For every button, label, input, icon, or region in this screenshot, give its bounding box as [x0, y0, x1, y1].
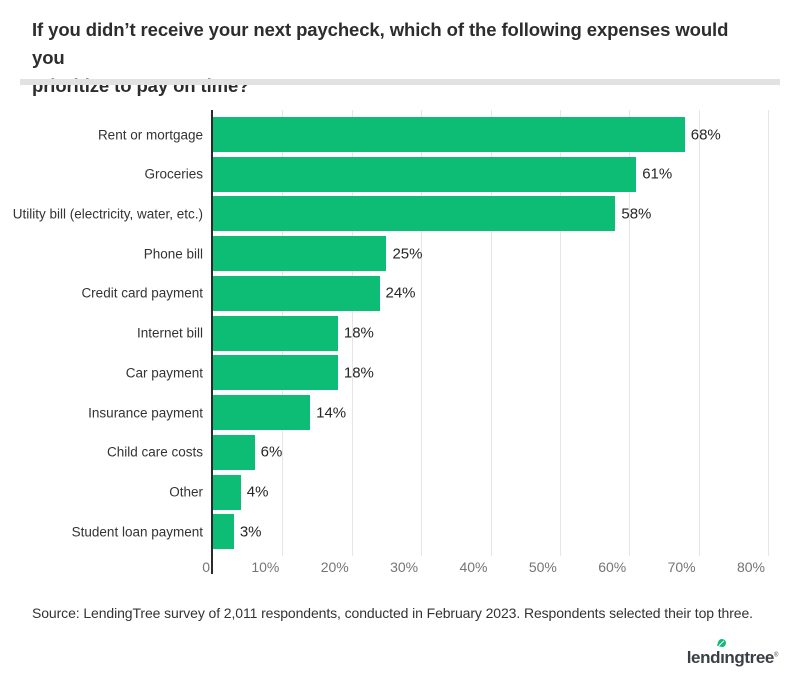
category-label: Credit card payment — [81, 285, 203, 301]
chart-title: If you didn’t receive your next paycheck… — [32, 16, 752, 100]
bar — [213, 117, 685, 152]
category-label: Rent or mortgage — [97, 127, 203, 142]
value-label: 25% — [392, 245, 423, 263]
logo-text-part1: lend — [686, 648, 721, 667]
source-note: Source: LendingTree survey of 2,011 resp… — [32, 605, 753, 621]
category-label: Car payment — [125, 365, 203, 381]
registered-trademark-symbol: ® — [773, 652, 778, 659]
value-label: 14% — [316, 404, 347, 422]
gridline — [559, 110, 561, 556]
bar — [213, 474, 241, 510]
x-axis-tick-label: 20% — [320, 559, 349, 575]
category-label: Insurance payment — [88, 405, 203, 421]
bar — [213, 196, 616, 232]
logo-letter-i: ı — [717, 637, 728, 668]
leaf-icon — [717, 637, 728, 649]
logo-text-part2: ngtree — [724, 648, 774, 667]
bar — [213, 395, 311, 431]
value-label: 4% — [246, 483, 269, 501]
value-label: 58% — [621, 205, 652, 223]
bar — [213, 514, 234, 550]
value-label: 18% — [343, 324, 374, 342]
x-axis-tick-label: 10% — [251, 559, 280, 575]
title-divider — [20, 79, 780, 85]
gridline — [629, 110, 631, 556]
category-label: Student loan payment — [71, 524, 203, 540]
bar — [213, 434, 255, 470]
x-axis-tick-label: 40% — [459, 559, 488, 575]
category-label: Phone bill — [143, 246, 203, 262]
x-axis-tick-label: 70% — [667, 559, 696, 575]
x-axis-tick-label: 50% — [528, 559, 557, 575]
chart-title-line1: If you didn’t receive your next paycheck… — [32, 19, 729, 68]
category-label: Child care costs — [106, 444, 203, 460]
bar — [213, 275, 380, 311]
bar — [213, 156, 637, 192]
gridline — [351, 110, 353, 556]
gridline — [698, 110, 700, 556]
value-label: 24% — [385, 284, 416, 302]
x-axis-tick-label: 30% — [390, 559, 419, 575]
y-axis-line — [211, 110, 213, 574]
value-label: 68% — [690, 126, 721, 143]
value-label: 61% — [642, 165, 673, 183]
bar — [213, 355, 338, 391]
x-axis-tick-label: 0 — [202, 559, 210, 575]
x-axis-tick-label: 60% — [598, 559, 627, 575]
bar — [213, 236, 387, 272]
value-label: 6% — [260, 443, 283, 461]
gridline — [768, 110, 769, 556]
x-axis-tick-label: 80% — [736, 559, 765, 575]
category-label: Utility bill (electricity, water, etc.) — [12, 206, 203, 222]
bar-chart: Rent or mortgage 68% Groceries 61% Utility b… — [0, 110, 800, 580]
category-label: Internet bill — [136, 325, 203, 341]
value-label: 3% — [239, 523, 262, 541]
bar — [213, 315, 338, 351]
category-label: Other — [169, 484, 203, 500]
category-label: Groceries — [144, 166, 203, 182]
gridline — [421, 110, 423, 556]
value-label: 18% — [343, 364, 374, 382]
gridline — [490, 110, 492, 556]
chart-title-line2: prioritize to pay on time? — [32, 75, 250, 96]
lendingtree-logo: lend ıngtree® — [686, 637, 778, 668]
